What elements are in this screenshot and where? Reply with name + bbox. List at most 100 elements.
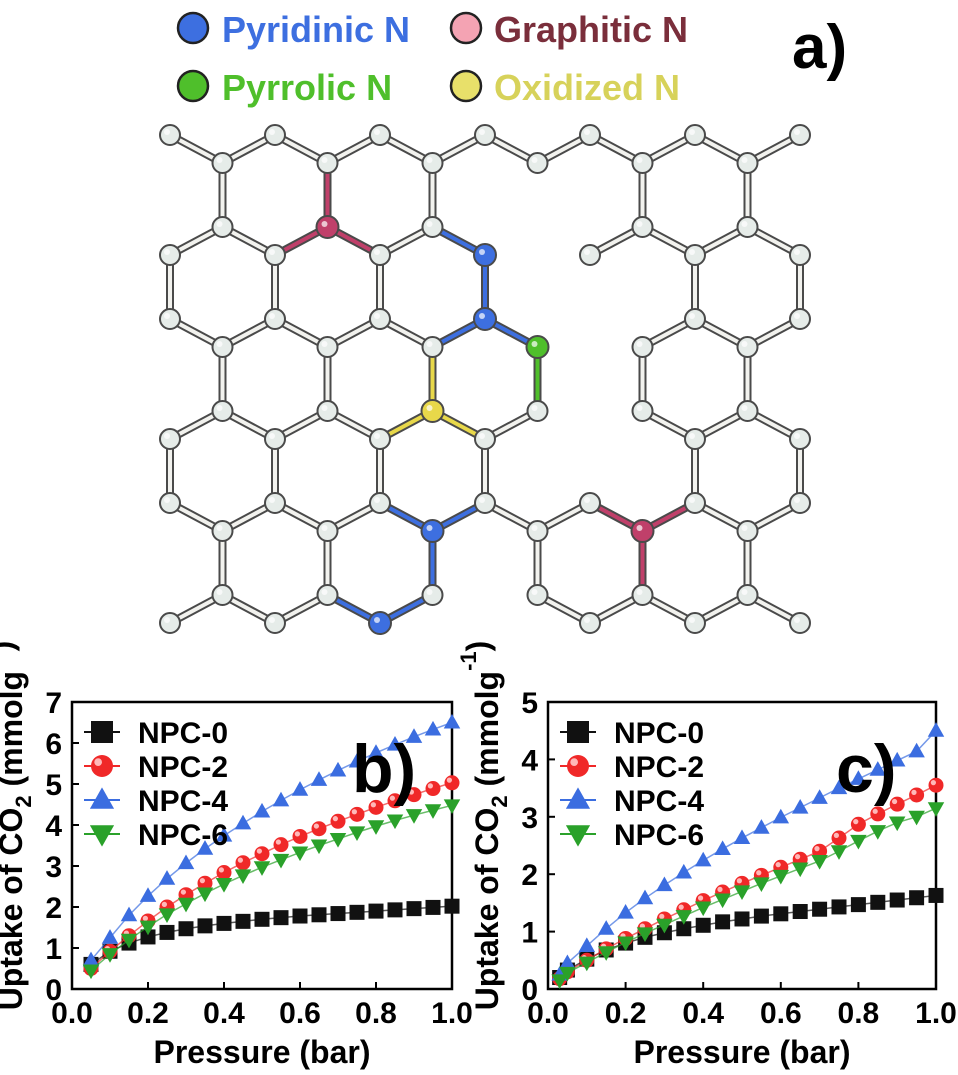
marker-triangle-up — [310, 771, 328, 786]
marker-square — [812, 901, 828, 917]
marker-square — [444, 898, 460, 914]
carbon-atom — [736, 400, 759, 422]
atom-highlight — [584, 497, 590, 503]
marker-circle — [870, 806, 886, 822]
marker-triangle-up — [348, 752, 366, 768]
marker-triangle-down — [177, 897, 195, 913]
marker-highlight — [833, 832, 839, 839]
marker-square — [159, 924, 175, 940]
marker-square — [254, 911, 270, 927]
marker-square — [909, 890, 925, 906]
carbon-atom — [684, 244, 706, 266]
marker-circle — [850, 816, 866, 832]
marker-highlight — [814, 845, 820, 852]
marker-triangle-up — [559, 954, 576, 970]
marker-triangle-down — [405, 809, 423, 824]
atom-highlight — [584, 129, 590, 135]
atom-highlight — [741, 589, 748, 595]
marker-triangle-up — [675, 863, 693, 879]
marker-circle — [928, 777, 944, 793]
atom-highlight — [794, 249, 800, 255]
carbon-atom — [736, 152, 759, 174]
marker-triangle-down — [791, 862, 809, 878]
carbon-atom — [369, 124, 391, 146]
atom-highlight — [479, 249, 485, 255]
carbon-atom — [684, 124, 706, 146]
marker-highlight — [94, 758, 102, 767]
carbon-atom — [264, 308, 286, 330]
carbon-atom — [421, 584, 444, 606]
marker-triangle-down — [869, 825, 887, 840]
carbon-atom — [211, 216, 234, 238]
y-axis-label-part: (mmolg — [469, 671, 505, 795]
atom-highlight — [321, 525, 328, 531]
marker-square — [349, 904, 365, 920]
marker-triangle-down — [386, 814, 404, 830]
pyridinic-n-atom — [420, 519, 445, 543]
marker-triangle-up — [888, 751, 906, 767]
atom-highlight — [164, 617, 170, 623]
atom-highlight — [689, 313, 695, 319]
carbon-atom — [526, 400, 549, 422]
atom-highlight — [216, 525, 223, 531]
legend-label-pyrrolic: Pyrrolic N — [222, 67, 392, 108]
carbon-atom — [369, 244, 391, 266]
marker-square — [850, 897, 866, 913]
atom-highlight — [479, 497, 485, 503]
marker-triangle-up — [253, 802, 271, 818]
atom-highlight — [374, 129, 380, 135]
legend-label: NPC-4 — [614, 785, 704, 818]
legend-item-oxidized: Oxidized N — [449, 67, 680, 108]
carbon-atom — [369, 492, 391, 514]
atom-highlight — [741, 405, 748, 411]
marker-square — [273, 910, 289, 926]
marker-triangle-down — [675, 910, 693, 925]
marker-triangle-down — [291, 846, 309, 862]
y-axis-label: Uptake of CO2 (mmolg-1) — [456, 641, 512, 1011]
legend-label: NPC-2 — [614, 751, 704, 784]
y-axis-label-part: ) — [0, 641, 20, 652]
marker-highlight — [180, 889, 186, 895]
marker-triangle-up — [733, 829, 751, 845]
atom-highlight — [269, 497, 275, 503]
atom-highlight — [531, 341, 538, 347]
atom-highlight — [479, 313, 485, 319]
pyridinic-n-atom — [368, 611, 392, 635]
marker-highlight — [775, 862, 781, 868]
marker-triangle-up — [424, 720, 442, 736]
graphene-lattice — [159, 124, 811, 635]
marker-square — [676, 921, 692, 937]
atom-highlight — [689, 497, 695, 503]
y-tick-label: 7 — [45, 687, 62, 720]
atom-highlight — [321, 157, 328, 163]
marker-square — [870, 894, 886, 910]
atom-highlight — [741, 157, 748, 163]
marker-triangle-up — [617, 904, 634, 919]
marker-highlight — [313, 823, 319, 829]
atom-highlight — [689, 617, 695, 623]
marker-square — [928, 887, 944, 903]
marker-highlight — [256, 848, 262, 854]
marker-circle — [292, 828, 308, 844]
marker-triangle-down — [597, 946, 615, 961]
marker-square — [387, 902, 403, 918]
carbon-atom — [369, 308, 391, 330]
atom-highlight — [636, 405, 643, 411]
carbon-atom — [316, 152, 339, 174]
marker-triangle-down — [656, 918, 673, 934]
marker-square — [330, 906, 346, 922]
marker-highlight — [697, 895, 704, 901]
carbon-atom — [631, 584, 654, 606]
y-tick-label: 3 — [521, 802, 538, 835]
legend-label: NPC-0 — [614, 717, 704, 750]
pyridinic-n-atom — [473, 243, 497, 267]
marker-triangle-up — [597, 920, 615, 935]
marker-triangle-down — [551, 974, 568, 990]
marker-highlight — [891, 798, 898, 805]
marker-triangle-up — [753, 819, 770, 834]
marker-triangle-up — [101, 929, 119, 944]
marker-square — [889, 892, 905, 908]
atom-highlight — [479, 129, 485, 135]
